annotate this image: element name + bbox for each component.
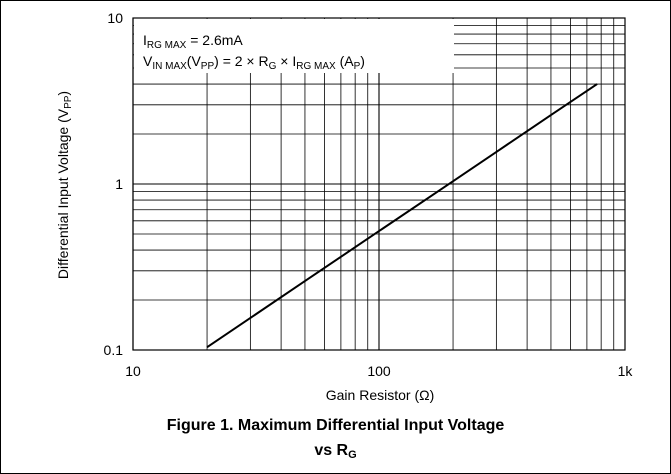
y-tick-label: 1 — [115, 176, 123, 192]
chart: 10 100 1k 0.1 1 10 IRG MAX = 2.6mA VIN MAX(V… — [55, 10, 633, 403]
x-tick-labels: 10 100 1k — [125, 363, 633, 379]
annotation-line-1: IRG MAX = 2.6mA — [143, 32, 243, 51]
caption-prefix: vs R — [314, 442, 349, 459]
y-tick-label: 0.1 — [104, 342, 124, 358]
annotation-line-2: VIN MAX(VPP) = 2 × RG × IRG MAX (AP) — [143, 53, 365, 72]
y-tick-labels: 0.1 1 10 — [104, 10, 124, 358]
x-tick-label: 100 — [367, 363, 391, 379]
figure-caption-line-1: Figure 1. Maximum Differential Input Vol… — [166, 417, 505, 434]
x-tick-label: 10 — [125, 363, 141, 379]
series-line — [206, 83, 598, 349]
caption-subscript: G — [348, 449, 357, 461]
y-axis-label: Differential Input Voltage (VPP) — [55, 91, 74, 279]
annotation-box — [134, 19, 454, 73]
x-tick-label: 1k — [618, 363, 634, 379]
figure-caption-line-2: vs RG — [0, 441, 671, 465]
y-tick-label: 10 — [107, 10, 123, 26]
x-axis-label: Gain Resistor (Ω) — [326, 387, 435, 403]
plot-border — [132, 17, 626, 351]
